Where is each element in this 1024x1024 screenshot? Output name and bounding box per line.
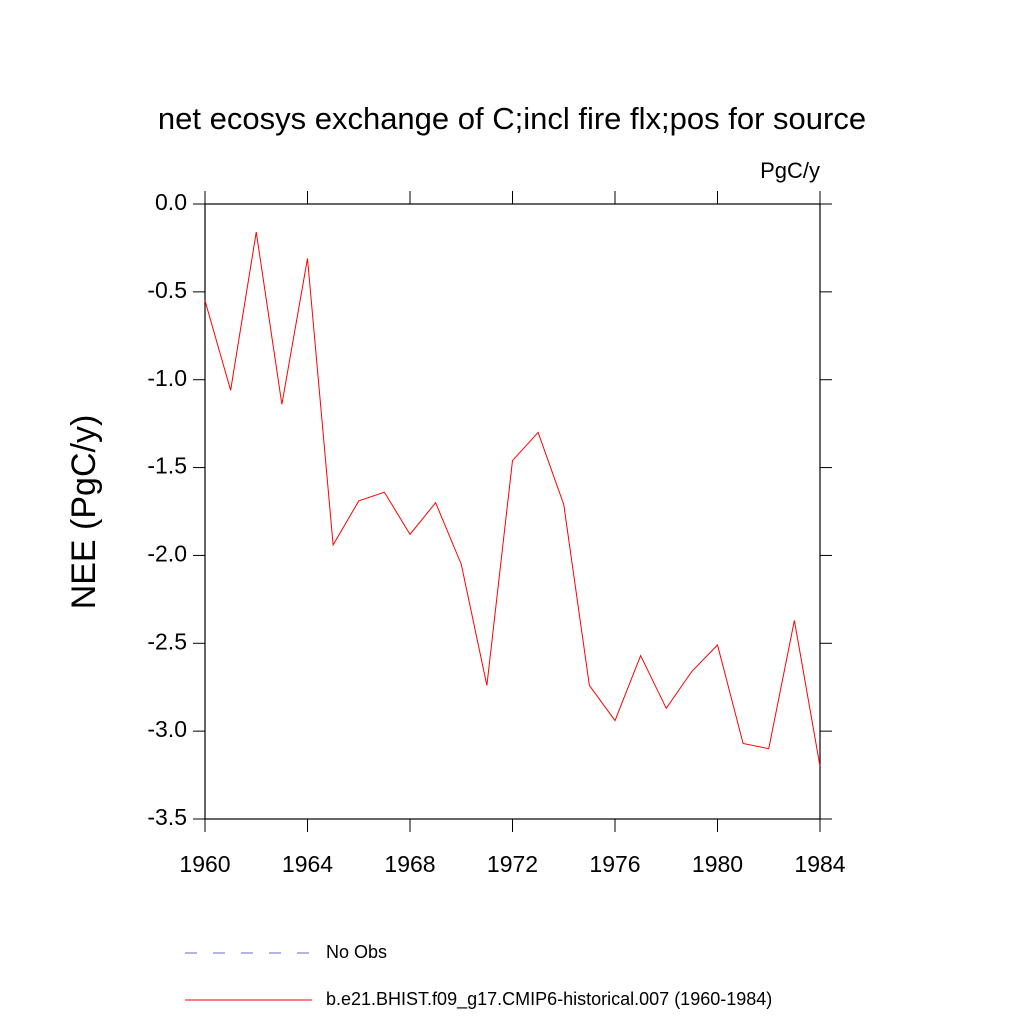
y-tick-label: -1.0 <box>147 365 187 391</box>
y-axis-title: NEE (PgC/y) <box>65 415 103 610</box>
y-tick-label: -3.0 <box>147 716 187 742</box>
units-label: PgC/y <box>760 158 820 183</box>
x-tick-label: 1976 <box>589 851 640 877</box>
y-tick-label: -3.5 <box>147 804 187 830</box>
chart-title: net ecosys exchange of C;incl fire flx;p… <box>158 101 866 136</box>
y-tick-label: -1.5 <box>147 453 187 479</box>
x-tick-label: 1960 <box>179 851 230 877</box>
y-tick-label: 0.0 <box>155 189 187 215</box>
data-line <box>204 232 821 767</box>
x-tick-label: 1964 <box>282 851 333 877</box>
y-tick-label: -2.0 <box>147 541 187 567</box>
x-tick-label: 1980 <box>692 851 743 877</box>
y-tick-label: -0.5 <box>147 277 187 303</box>
x-tick-label: 1968 <box>384 851 435 877</box>
y-tick-label: -2.5 <box>147 628 187 654</box>
legend-label: No Obs <box>326 942 387 962</box>
x-tick-label: 1984 <box>794 851 845 877</box>
plot-frame <box>204 203 821 820</box>
legend-label: b.e21.BHIST.f09_g17.CMIP6-historical.007… <box>326 989 772 1010</box>
x-tick-label: 1972 <box>487 851 538 877</box>
